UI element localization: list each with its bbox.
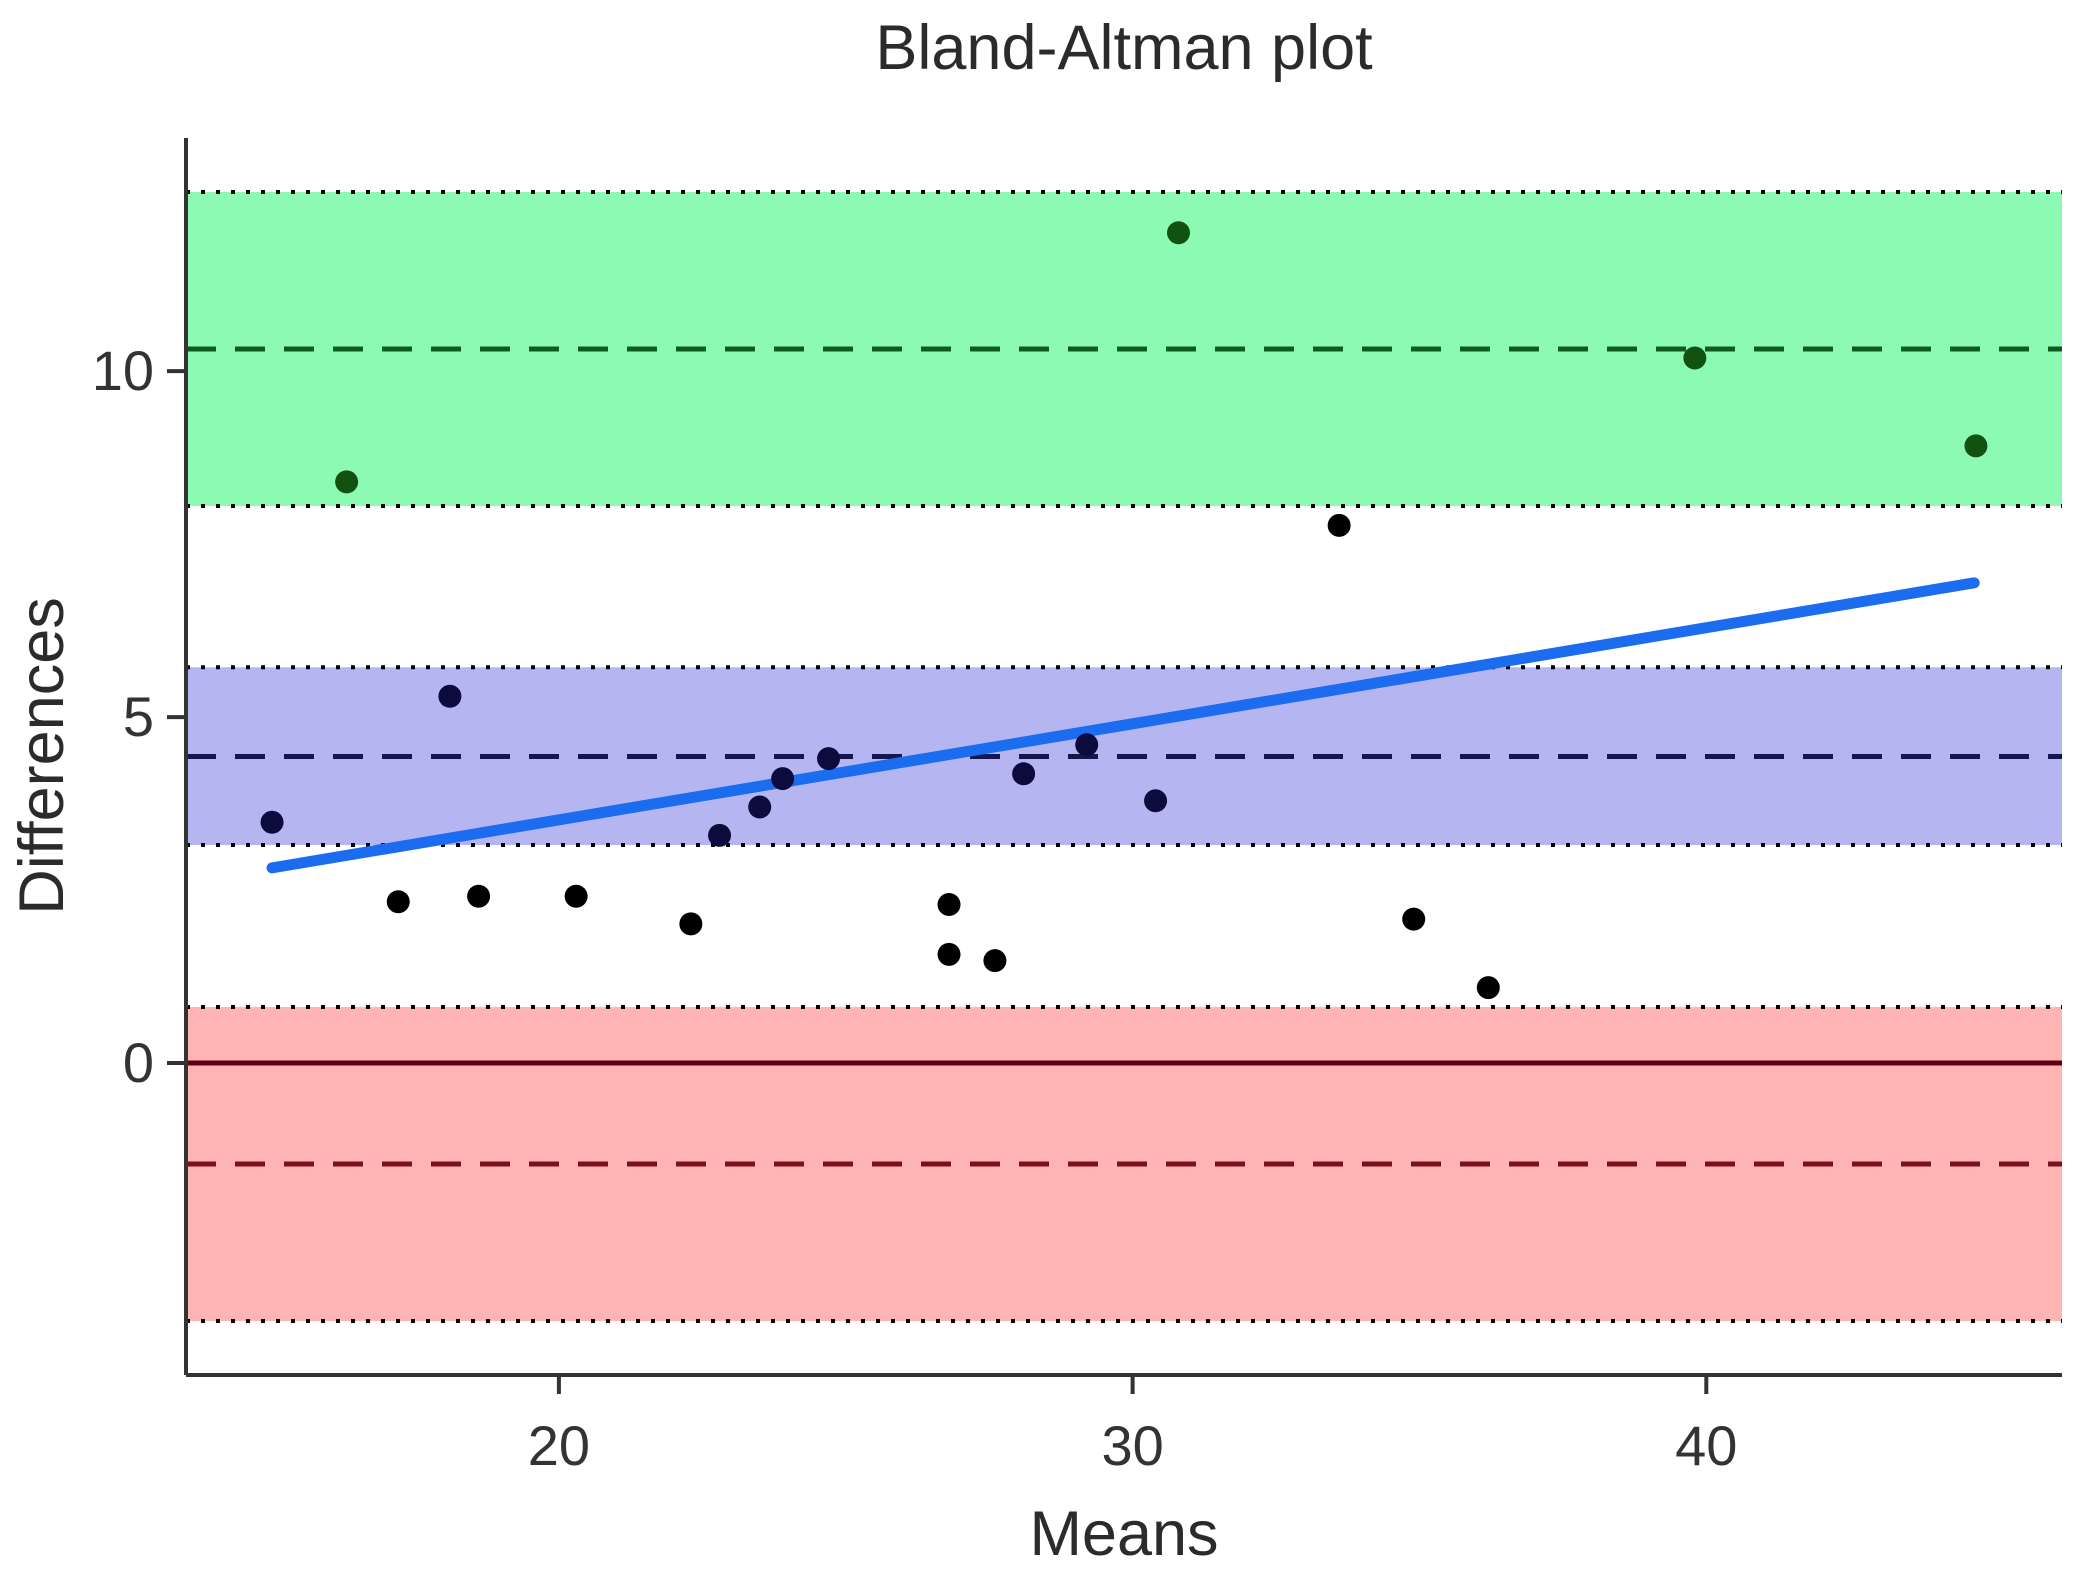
y-tick-label: 5 [123, 685, 154, 748]
data-point [467, 884, 491, 908]
data-point [1476, 976, 1500, 1000]
x-tick-label: 40 [1675, 1414, 1737, 1477]
x-axis-title: Means [1029, 1499, 1219, 1569]
data-point [438, 684, 462, 708]
data-point [1167, 221, 1191, 245]
data-point [1683, 346, 1707, 370]
data-point [1964, 434, 1988, 458]
data-point [708, 823, 732, 847]
y-tick-label: 0 [123, 1031, 154, 1094]
x-tick-label: 20 [528, 1414, 590, 1477]
data-point [983, 949, 1007, 973]
trend-line [266, 577, 1980, 874]
data-point [1402, 907, 1426, 931]
data-point [771, 767, 795, 791]
data-point [1144, 789, 1168, 813]
data-point [679, 912, 703, 936]
data-point [335, 470, 359, 494]
data-point [1327, 513, 1351, 537]
x-tick-label: 30 [1101, 1414, 1163, 1477]
data-point [937, 893, 961, 917]
data-point [386, 890, 410, 914]
data-point [260, 810, 284, 834]
y-tick-label: 10 [92, 339, 154, 402]
data-point [748, 795, 772, 819]
data-point [1075, 733, 1099, 757]
chart-title: Bland-Altman plot [875, 13, 1373, 83]
data-point [1012, 762, 1036, 786]
data-point [817, 747, 841, 771]
data-point [937, 942, 961, 966]
data-point [564, 884, 588, 908]
y-axis-title: Differences [7, 597, 77, 915]
